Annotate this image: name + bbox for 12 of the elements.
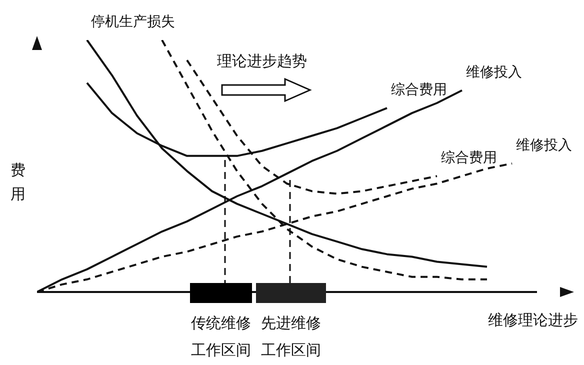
series-label: 维修投入	[516, 137, 572, 154]
series-label: 维修投入	[466, 64, 522, 80]
text: 工作区间	[191, 341, 251, 359]
text: 工作区间	[261, 341, 321, 359]
x-axis-title: 维修理论进步	[488, 311, 578, 329]
series-label: 综合费用	[441, 150, 497, 166]
annotation: 理论进步趋势	[217, 52, 307, 70]
text: 传统维修	[191, 314, 251, 332]
series-label: 综合费用	[391, 82, 447, 98]
y-axis-title: 费用	[10, 161, 26, 203]
text: 先进维修	[261, 314, 321, 332]
series-label: 停机生产损失	[91, 14, 175, 30]
